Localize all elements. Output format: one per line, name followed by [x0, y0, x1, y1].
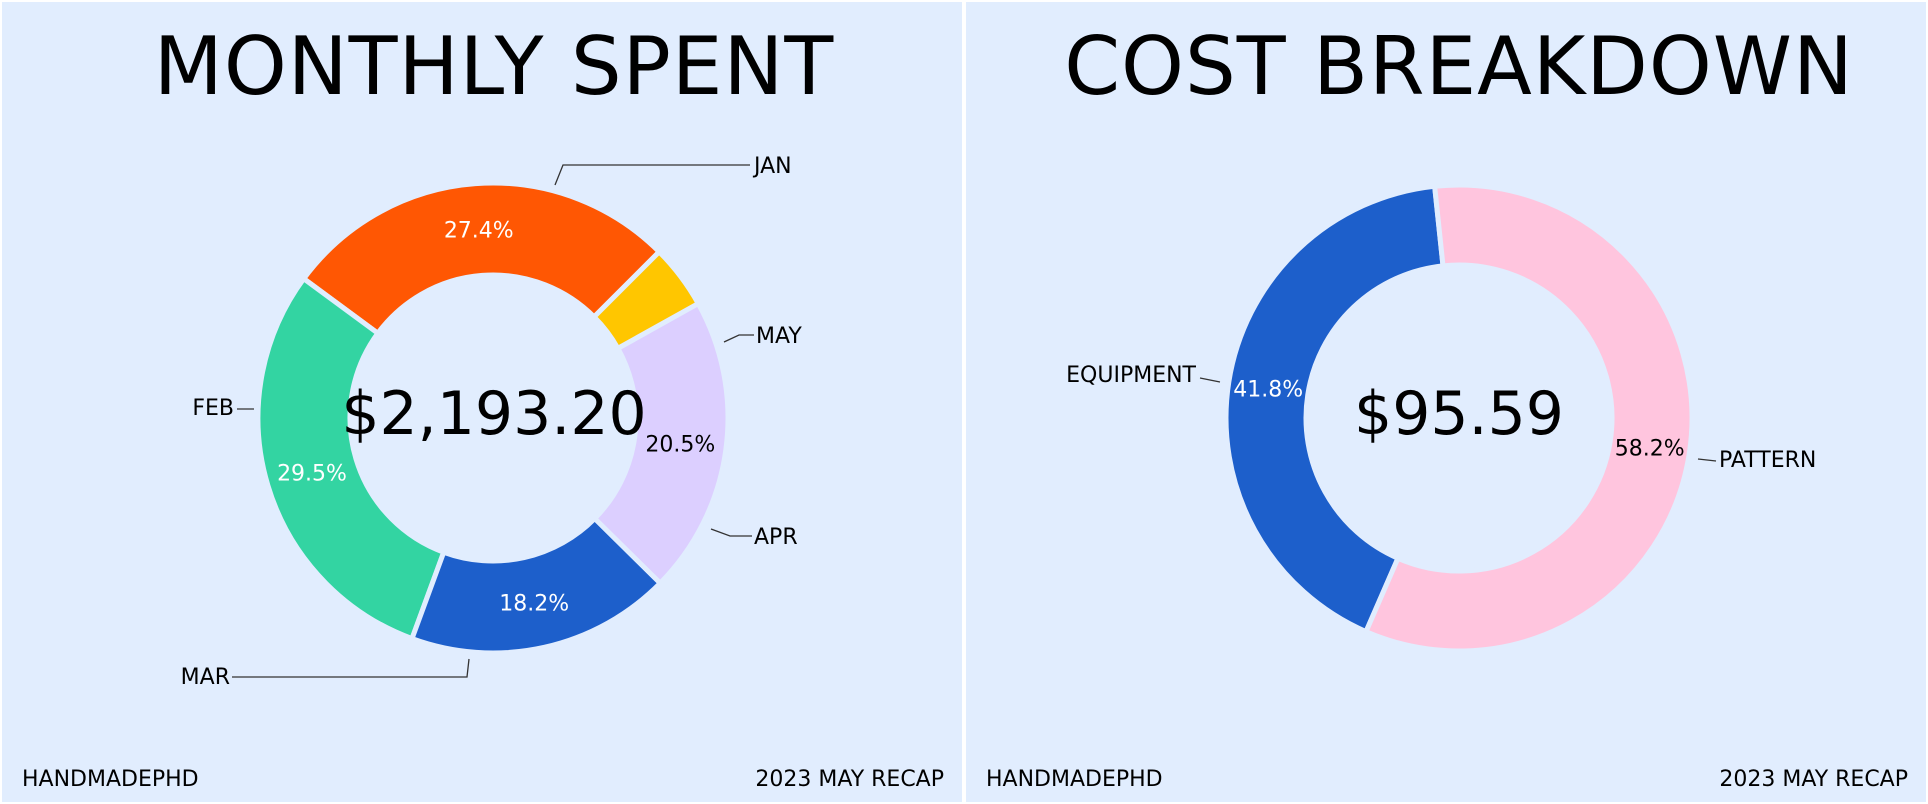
- category-label-equipment: EQUIPMENT: [1066, 363, 1196, 388]
- percent-label-jan: 27.4%: [444, 219, 514, 244]
- center-total: $95.59: [1354, 379, 1564, 449]
- donut-slices: 41.8% 58.2%: [1223, 182, 1695, 654]
- donut-slices: 27.4% 29.5% 18.2% 20.5%: [255, 180, 731, 656]
- callout-equipment: EQUIPMENT: [1066, 363, 1221, 388]
- callout-line-apr: [710, 528, 752, 537]
- category-label-apr: APR: [754, 525, 798, 550]
- percent-label-pattern: 58.2%: [1615, 436, 1685, 461]
- callout-line-pattern: [1697, 458, 1717, 462]
- callout-line-may: [723, 334, 754, 343]
- category-label-mar: MAR: [181, 665, 230, 690]
- category-label-jan: JAN: [752, 154, 792, 179]
- footer-brand: HANDMADEPHD: [986, 767, 1163, 792]
- slice-may: [591, 249, 701, 351]
- slice-mar: [409, 515, 663, 656]
- slice-pattern: [1363, 182, 1695, 654]
- percent-label-mar: 18.2%: [499, 591, 569, 616]
- donut-chart-monthly-spent: MONTHLY SPENT 27.4% 29.5% 18.2% 20.5% JAN M…: [22, 20, 944, 792]
- percent-label-equipment: 41.8%: [1233, 378, 1303, 403]
- callout-line-equipment: [1199, 377, 1221, 383]
- panel-cost-breakdown: COST BREAKDOWN 41.8% 58.2% EQUIPMENT PATT…: [966, 2, 1926, 802]
- slice-apr: [592, 300, 731, 586]
- category-label-pattern: PATTERN: [1719, 448, 1816, 473]
- callout-feb: FEB: [192, 396, 254, 421]
- callout-pattern: PATTERN: [1697, 448, 1816, 473]
- category-label-may: MAY: [756, 324, 802, 349]
- callout-line-jan: [554, 164, 750, 186]
- callout-line-mar: [232, 658, 470, 678]
- footer-recap: 2023 MAY RECAP: [1719, 767, 1908, 792]
- callout-jan: JAN: [554, 154, 792, 186]
- chart-title: COST BREAKDOWN: [1064, 20, 1854, 113]
- slice-feb: [255, 276, 447, 642]
- donut-chart-cost-breakdown: COST BREAKDOWN 41.8% 58.2% EQUIPMENT PATT…: [986, 20, 1908, 792]
- slice-equipment: [1223, 183, 1446, 635]
- footer-recap: 2023 MAY RECAP: [755, 767, 944, 792]
- footer-brand: HANDMADEPHD: [22, 767, 199, 792]
- panel-monthly-spent: MONTHLY SPENT 27.4% 29.5% 18.2% 20.5% JAN M…: [2, 2, 962, 802]
- percent-label-apr: 20.5%: [645, 432, 715, 457]
- chart-title: MONTHLY SPENT: [154, 20, 835, 113]
- callout-apr: APR: [710, 525, 798, 550]
- center-total: $2,193.20: [341, 379, 646, 449]
- callout-mar: MAR: [181, 658, 470, 690]
- percent-label-feb: 29.5%: [277, 461, 347, 486]
- slice-jan: [301, 180, 662, 336]
- category-label-feb: FEB: [192, 396, 234, 421]
- callout-may: MAY: [723, 324, 802, 349]
